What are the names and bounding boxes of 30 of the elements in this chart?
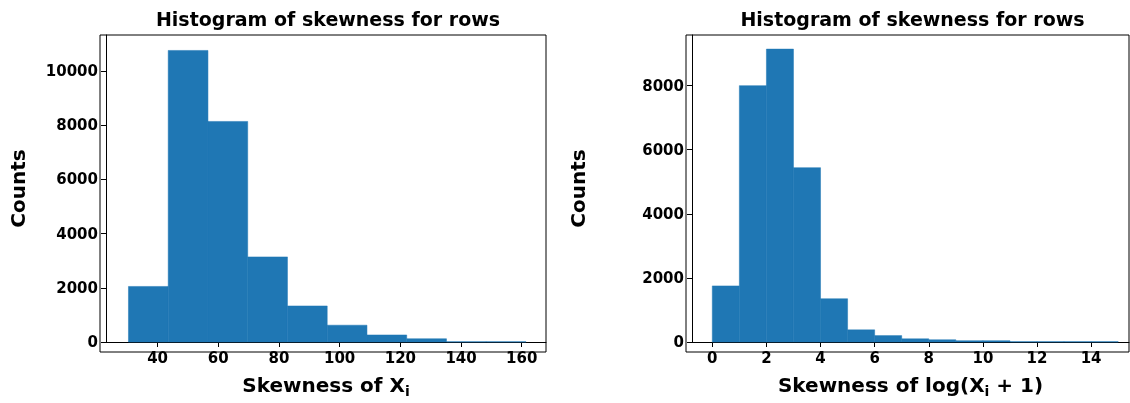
y-tick-label: 8000 [56,116,98,135]
x-tick-label: 60 [207,348,229,367]
x-tick-label: 12 [1026,348,1048,367]
y-tick-label: 6000 [642,140,684,159]
y-tick-label: 4000 [56,224,98,243]
x-tick-label: 10 [972,348,994,367]
x-tick-label: 6 [869,348,880,367]
y-tick-label: 8000 [642,76,684,95]
y-tick-label: 2000 [56,278,98,297]
chart-title: Histogram of skewness for rows [740,7,1085,30]
x-tick-label: 120 [384,348,416,367]
x-tick-label: 160 [506,348,538,367]
x-tick-label: 8 [923,348,934,367]
y-axis-title: Counts [566,149,590,228]
chart-title: Histogram of skewness for rows [155,7,501,30]
x-tick-label: 100 [324,348,356,367]
y-tick-label: 6000 [56,170,98,189]
x-tick-label: 40 [147,348,169,367]
x-tick-label: 2 [761,348,772,367]
y-tick-label: 10000 [45,62,98,81]
x-tick-label: 80 [268,348,290,367]
x-tick-label: 4 [815,348,826,367]
x-tick-label: 14 [1080,348,1102,367]
y-tick-label: 4000 [642,204,684,223]
x-tick-label: 0 [707,348,718,367]
x-tick-label: 140 [445,348,477,367]
y-axis-title: Counts [6,149,30,228]
y-tick-label: 0 [87,333,98,351]
y-tick-label: 0 [673,333,684,351]
y-tick-label: 2000 [642,268,684,287]
